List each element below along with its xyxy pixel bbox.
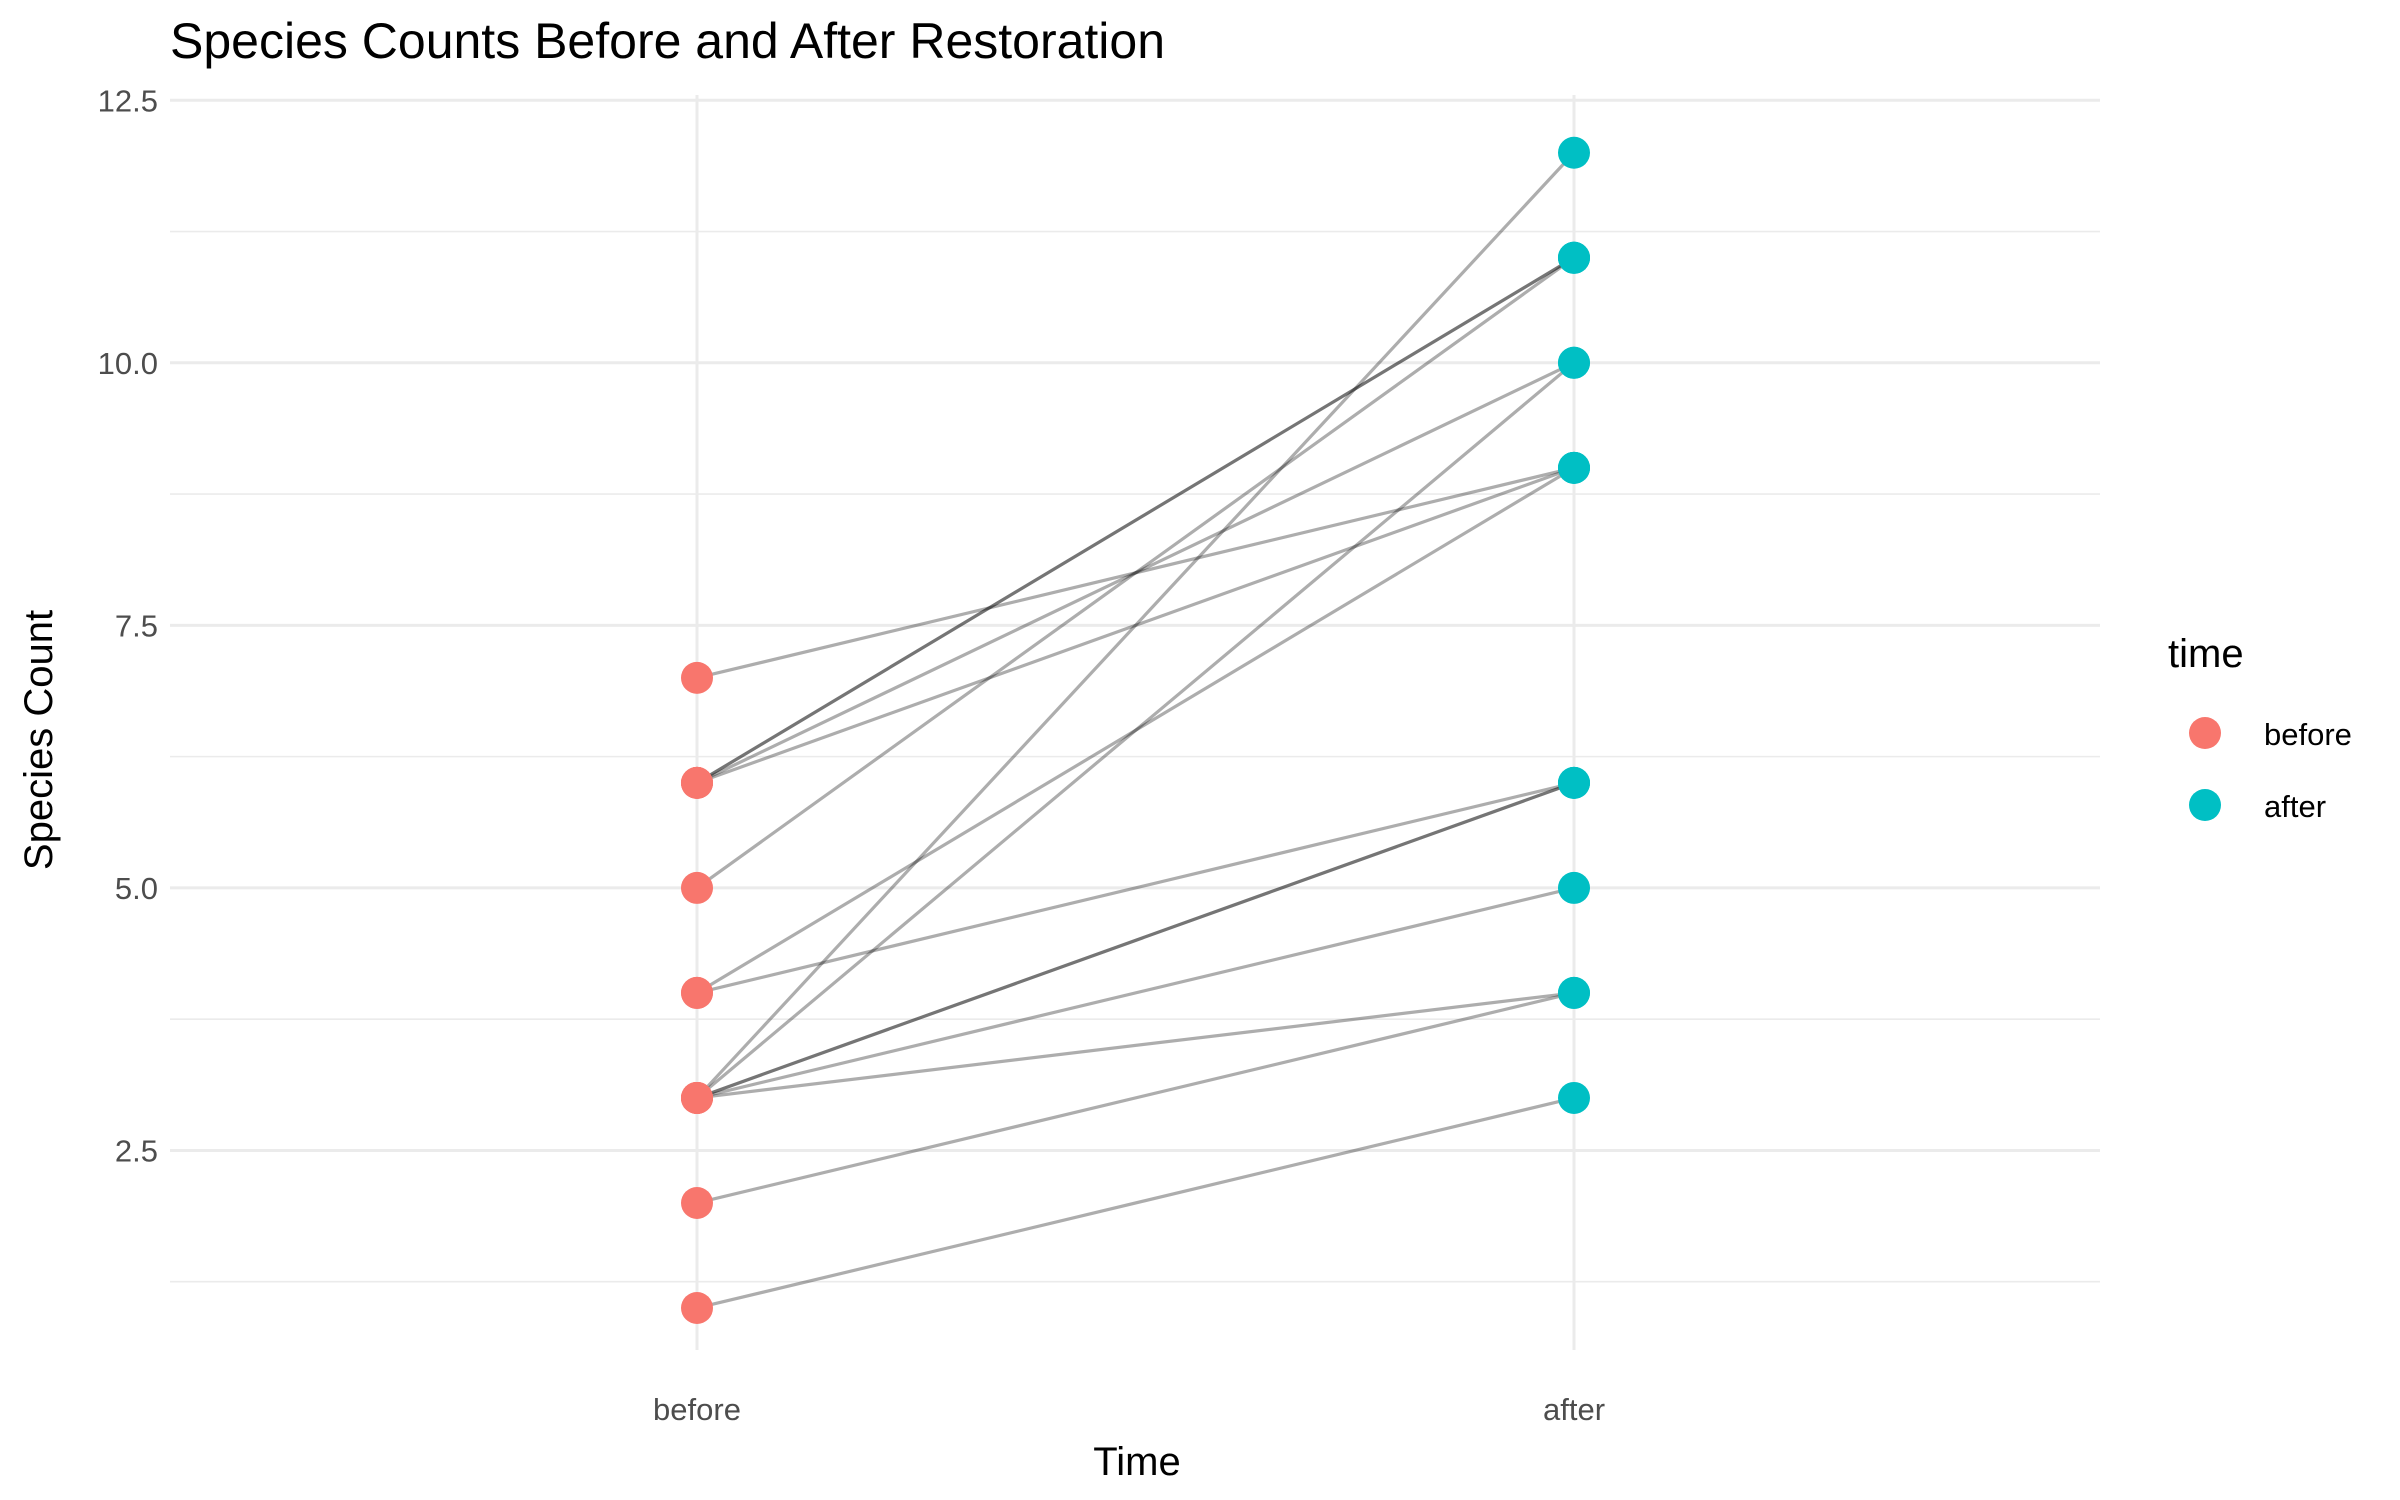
pair-line xyxy=(695,781,1576,995)
legend-label-after: after xyxy=(2264,789,2326,824)
pair-line xyxy=(695,781,1576,1100)
y-tick-label: 7.5 xyxy=(115,608,158,643)
pair-line xyxy=(695,991,1576,1100)
point-before xyxy=(681,1081,713,1114)
chart-title: Species Counts Before and After Restorat… xyxy=(170,13,1165,69)
y-tick-label: 12.5 xyxy=(98,83,158,118)
point-before xyxy=(681,1186,713,1219)
point-after xyxy=(1558,976,1590,1009)
pair-line xyxy=(695,991,1576,1205)
point-after xyxy=(1558,241,1590,274)
pair-line xyxy=(695,1096,1576,1310)
x-tick-label: after xyxy=(1543,1392,1605,1427)
y-axis-title: Species Count xyxy=(17,610,61,870)
pair-line xyxy=(695,256,1576,890)
legend-label-before: before xyxy=(2264,717,2352,752)
legend-key-before xyxy=(2189,717,2221,749)
point-after xyxy=(1558,1081,1590,1114)
pair-line xyxy=(695,361,1576,1100)
y-tick-label: 5.0 xyxy=(115,871,158,906)
tick-layer: 2.5 5.0 7.5 10.0 12.5 before after xyxy=(98,83,1605,1427)
point-after xyxy=(1558,766,1590,799)
point-after xyxy=(1558,871,1590,904)
y-tick-label: 2.5 xyxy=(115,1133,158,1168)
point-before xyxy=(681,766,713,799)
pair-line xyxy=(695,466,1576,680)
y-tick-label: 10.0 xyxy=(98,346,158,381)
pair-line xyxy=(695,781,1576,1100)
point-layer xyxy=(681,136,1590,1324)
pair-line xyxy=(695,151,1576,1100)
pair-line xyxy=(695,361,1576,785)
pair-line xyxy=(695,256,1576,785)
grid-layer xyxy=(170,95,2100,1350)
x-tick-label: before xyxy=(653,1392,741,1427)
point-before xyxy=(681,976,713,1009)
legend-key-after xyxy=(2189,789,2221,821)
point-before xyxy=(681,1291,713,1324)
pair-line xyxy=(695,466,1576,785)
pair-line xyxy=(695,886,1576,1100)
pair-line xyxy=(695,256,1576,785)
x-axis-title: Time xyxy=(1093,1440,1180,1484)
point-before xyxy=(681,871,713,904)
point-before xyxy=(681,661,713,694)
legend-title: time xyxy=(2168,632,2244,676)
line-layer xyxy=(695,151,1576,1310)
point-after xyxy=(1558,451,1590,484)
pair-line xyxy=(695,466,1576,995)
point-after xyxy=(1558,346,1590,379)
point-after xyxy=(1558,136,1590,169)
legend: time before after xyxy=(2168,632,2352,824)
